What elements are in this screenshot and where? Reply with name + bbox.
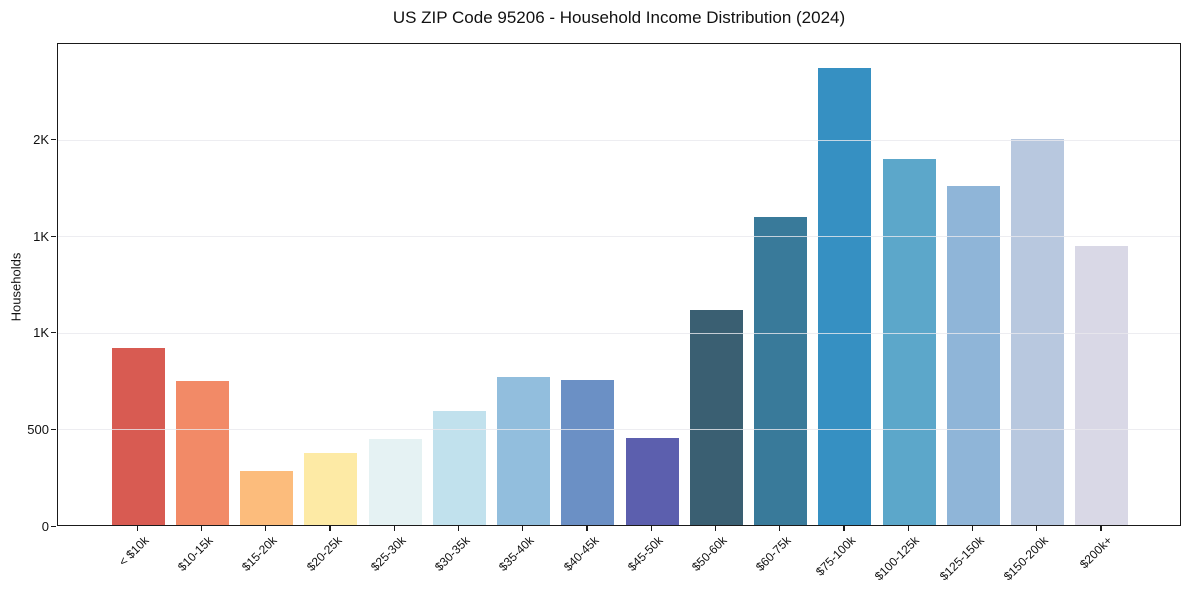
x-tick-label: $150-200k	[1000, 533, 1051, 584]
y-tick-label: 0	[41, 518, 49, 534]
x-tick-mark	[265, 526, 267, 531]
chart-title: US ZIP Code 95206 - Household Income Dis…	[392, 8, 846, 27]
x-tick-mark	[714, 526, 717, 531]
bar-< $10k	[111, 348, 165, 525]
x-tick-mark	[779, 526, 781, 531]
gridline-500	[58, 429, 1180, 431]
bar-$40-45k	[561, 379, 615, 525]
bar-$10-15k	[175, 380, 229, 525]
y-tick-mark	[51, 235, 56, 237]
x-tick-mark	[393, 526, 395, 531]
x-tick-mark	[586, 526, 588, 531]
x-tick-mark	[136, 526, 138, 531]
bar-$20-25k	[304, 452, 358, 525]
x-tick-label: $15-20k	[239, 533, 280, 574]
gridline-2000	[58, 139, 1180, 141]
y-tick-mark	[51, 139, 56, 141]
x-tick-label: $75-100k	[812, 533, 859, 579]
gridline-1000	[58, 332, 1180, 334]
x-tick-mark	[200, 526, 203, 531]
bar-$30-35k	[432, 411, 486, 525]
x-tick-label: $45-50k	[624, 533, 666, 574]
x-tick-mark	[329, 526, 331, 531]
x-tick-label: $25-30k	[367, 533, 409, 574]
bar-$60-75k	[754, 217, 808, 525]
bar-$35-40k	[497, 376, 551, 525]
x-tick-mark	[843, 526, 845, 531]
x-tick-label: $50-60k	[688, 533, 730, 574]
bar-$50-60k	[689, 309, 743, 525]
x-tick-label: $20-25k	[303, 533, 345, 574]
bar-$125-150k	[946, 186, 1000, 525]
y-tick-label: 1K	[33, 228, 49, 244]
x-tick-label: $10-15k	[174, 533, 216, 574]
x-tick-label: $100-125k	[872, 533, 923, 584]
bar-$15-20k	[240, 471, 294, 525]
y-tick-mark	[51, 525, 56, 527]
x-tick-mark	[971, 526, 974, 531]
x-tick-label: < $10k	[115, 533, 152, 569]
bar-$100-125k	[882, 159, 936, 525]
bar-$45-50k	[625, 438, 679, 525]
x-tick-label: $35-40k	[496, 533, 537, 574]
bar-$25-30k	[368, 439, 422, 525]
x-tick-label: $125-150k	[936, 533, 987, 584]
x-tick-mark	[1100, 526, 1102, 531]
x-tick-mark	[457, 526, 460, 531]
y-tick-label: 1K	[33, 325, 49, 341]
bar-$200k+	[1075, 246, 1129, 525]
x-tick-label: $40-45k	[560, 533, 602, 574]
y-tick-label: 500	[27, 421, 49, 437]
y-axis-label: Households	[8, 252, 24, 322]
bar-$150-200k	[1011, 139, 1065, 525]
x-tick-label: $60-75k	[753, 533, 794, 574]
x-tick-mark	[907, 526, 909, 531]
y-tick-mark	[51, 332, 56, 334]
y-tick-label: 2K	[33, 132, 49, 148]
x-tick-label: $200k+	[1077, 533, 1116, 572]
gridline-1500	[58, 236, 1180, 238]
x-tick-mark	[650, 526, 652, 531]
bar-$75-100k	[818, 68, 872, 525]
plot-area	[57, 43, 1181, 526]
x-tick-mark	[522, 526, 524, 531]
x-tick-label: $30-35k	[431, 533, 473, 574]
y-tick-mark	[51, 428, 56, 431]
x-tick-mark	[1036, 526, 1038, 531]
